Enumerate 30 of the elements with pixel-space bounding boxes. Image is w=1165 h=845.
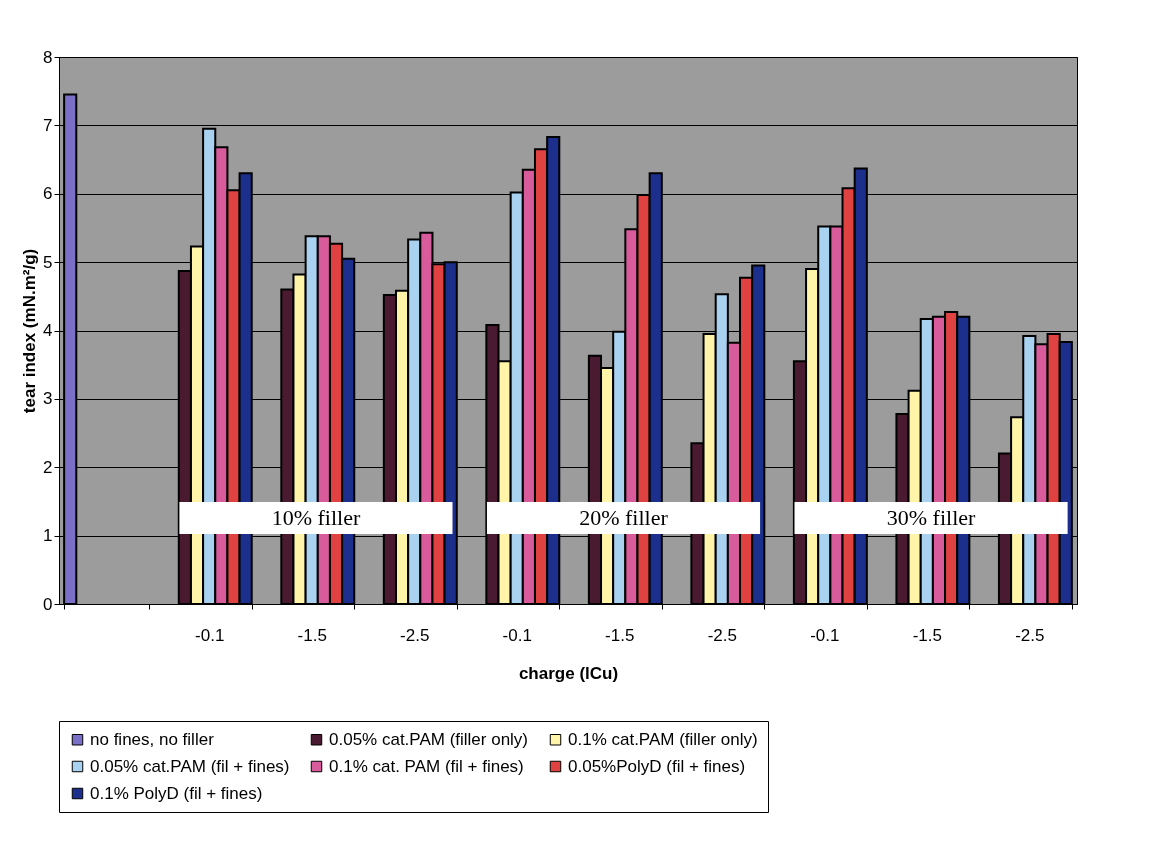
y-tick-label: 3 xyxy=(43,389,53,409)
x-tick-label: -1.5 xyxy=(912,625,942,645)
y-tick-label: 2 xyxy=(43,457,53,477)
legend-label: 0.1% cat.PAM (filler only) xyxy=(568,729,758,749)
x-tick-label: -0.1 xyxy=(502,625,532,645)
annotation: 20% filler xyxy=(579,505,669,530)
legend-label: 0.05% cat.PAM (filler only) xyxy=(329,729,529,749)
x-tick-label: -0.1 xyxy=(195,625,225,645)
legend-label: 0.1% PolyD (fil + fines) xyxy=(90,783,263,803)
annotation: 30% filler xyxy=(886,505,977,530)
y-tick-label: 7 xyxy=(43,115,53,135)
y-axis-title: tear index (mN.m²/g) xyxy=(20,248,40,414)
y-tick-label: 4 xyxy=(43,321,53,340)
y-tick-label: 1 xyxy=(43,526,53,546)
legend-label: 0.05% cat.PAM (fil + fines) xyxy=(90,756,290,776)
annotation: 10% filler xyxy=(271,505,361,530)
legend-label: no fines, no filler xyxy=(90,729,215,749)
y-tick-label: 5 xyxy=(43,252,53,272)
x-tick-label: -1.5 xyxy=(605,625,635,645)
x-tick-label: -2.5 xyxy=(707,625,737,645)
legend-label: 0.05%PolyD (fil + fines) xyxy=(568,756,746,776)
x-tick-label: -2.5 xyxy=(400,625,430,645)
y-tick-label: 6 xyxy=(43,184,53,204)
x-tick-label: -1.5 xyxy=(297,625,327,645)
x-tick-label: -0.1 xyxy=(810,625,840,645)
y-tick-label: 0 xyxy=(43,594,53,614)
legend-label: 0.1% cat. PAM (fil + fines) xyxy=(329,756,524,776)
x-tick-label: -2.5 xyxy=(1015,625,1045,645)
y-tick-label: 8 xyxy=(43,47,53,67)
x-axis-title: charge (lCu) xyxy=(518,663,619,683)
